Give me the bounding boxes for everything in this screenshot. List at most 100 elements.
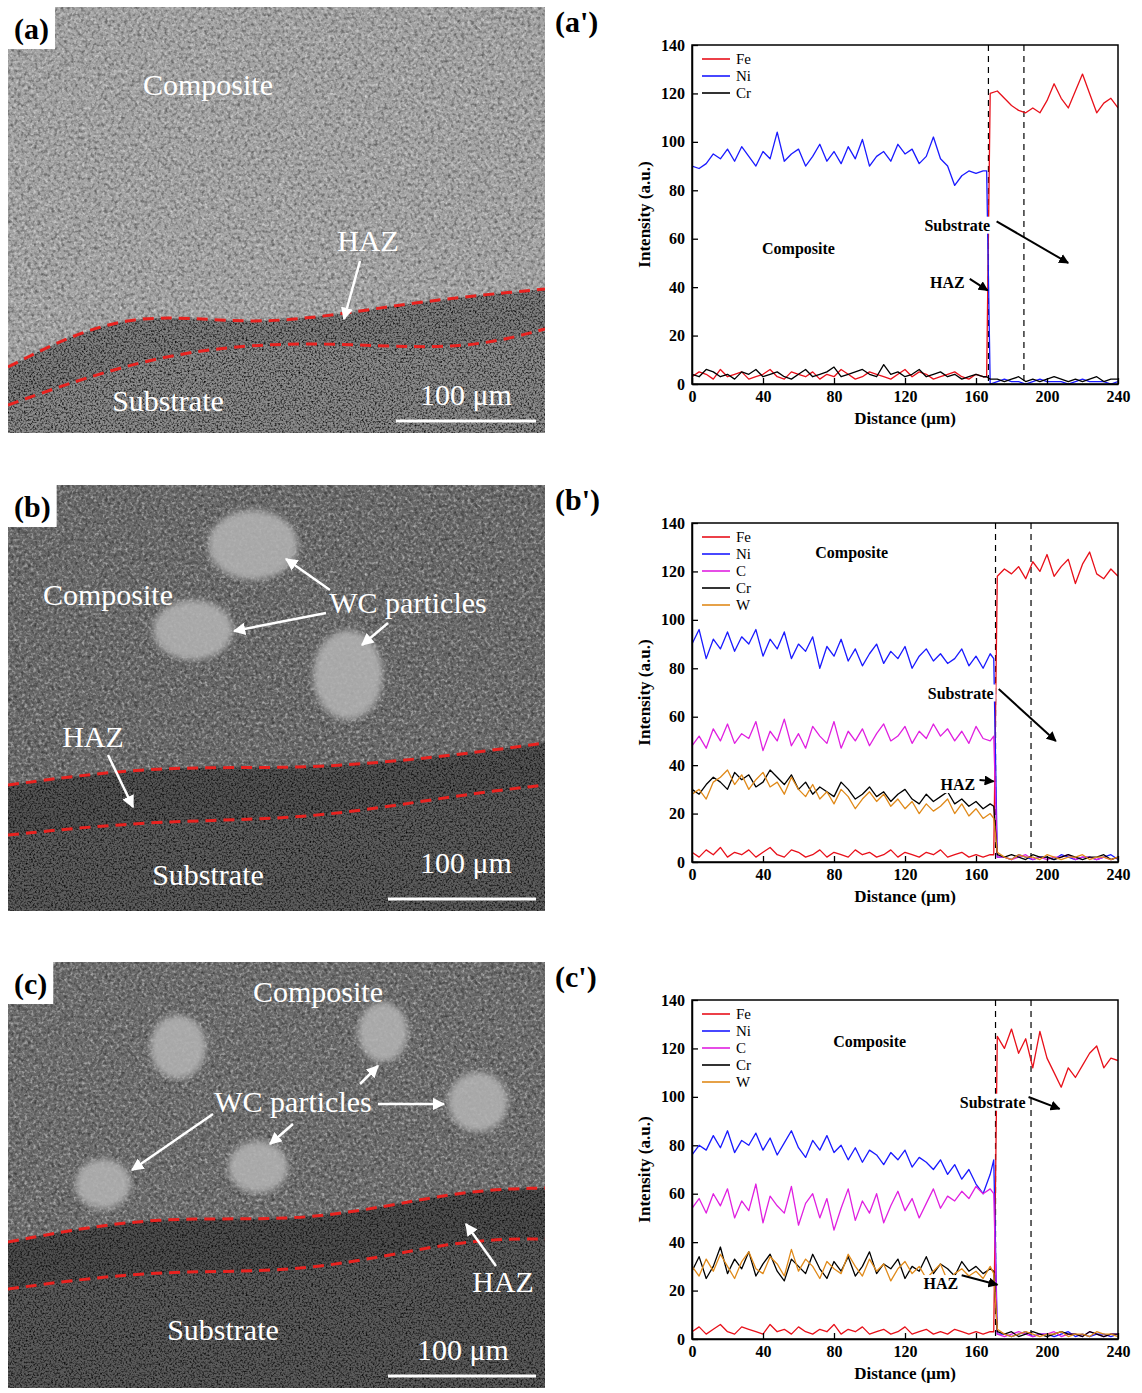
tick-label: 200 — [1036, 1343, 1060, 1360]
series-line — [692, 74, 1118, 379]
tick-label: 80 — [669, 660, 685, 677]
tick-label: 0 — [677, 854, 685, 871]
series-line — [692, 1029, 1118, 1334]
panel-label: (c') — [555, 960, 597, 994]
annotation: Composite — [762, 240, 835, 258]
tick: 240 — [1107, 378, 1131, 405]
annotation-arrow — [997, 221, 1069, 263]
tick-label: 40 — [756, 388, 772, 405]
tick: 0 — [677, 854, 698, 871]
tick: 240 — [1107, 1333, 1131, 1360]
tick-mark — [1047, 1333, 1048, 1339]
y-axis: 020406080100120140 — [661, 37, 698, 393]
scale-bar — [396, 420, 536, 423]
x-axis: 04080120160200240 — [689, 856, 1131, 883]
tick: 80 — [827, 856, 843, 883]
tick: 40 — [669, 1234, 698, 1251]
legend-label: Cr — [736, 85, 751, 101]
image-ground — [8, 962, 545, 1388]
tick: 80 — [669, 182, 698, 199]
image-texture — [8, 7, 545, 433]
legend-label: Ni — [736, 1023, 751, 1039]
tick-label: 0 — [677, 376, 685, 393]
tick-mark — [692, 1194, 698, 1195]
micrograph: CompositeWC particlesHAZSubstrate100 μm(… — [8, 962, 545, 1388]
tick: 0 — [677, 1331, 698, 1348]
tick-mark — [1118, 1333, 1119, 1339]
tick: 160 — [965, 856, 989, 883]
tick: 120 — [894, 856, 918, 883]
tick-mark — [692, 668, 698, 669]
plot-frame — [692, 45, 1118, 384]
tick-mark — [692, 862, 698, 863]
tick: 40 — [669, 757, 698, 774]
tick-label: 240 — [1107, 1343, 1131, 1360]
micrograph: CompositeHAZSubstrate100 μm(a) — [8, 7, 545, 433]
tick-mark — [1047, 856, 1048, 862]
tick: 160 — [965, 1333, 989, 1360]
legend-swatch — [702, 1064, 730, 1066]
legend-label: W — [736, 1074, 751, 1090]
y-axis: 020406080100120140 — [661, 992, 698, 1348]
wc-particle — [208, 510, 298, 580]
annotation-arrow — [999, 689, 1056, 741]
tick: 140 — [661, 37, 698, 54]
panel-label-box — [8, 962, 53, 1004]
legend-swatch — [702, 58, 730, 60]
tick-label: 80 — [827, 1343, 843, 1360]
arrow — [344, 261, 360, 319]
annotation: Composite — [833, 1033, 906, 1051]
tick-label: 120 — [894, 388, 918, 405]
legend-swatch — [702, 92, 730, 94]
tick-mark — [692, 93, 698, 94]
plot-area — [692, 523, 1118, 862]
y-axis: 020406080100120140 — [661, 515, 698, 871]
tick: 60 — [669, 708, 698, 725]
wc-particle — [313, 630, 383, 720]
annotation: HAZ — [924, 1275, 959, 1292]
tick-label: 100 — [661, 1088, 685, 1105]
scale-bar-label: 100 μm — [420, 846, 512, 879]
substrate-texture — [8, 743, 545, 911]
tick-label: 60 — [669, 230, 685, 247]
tick-label: 120 — [894, 1343, 918, 1360]
image-label: WC particles — [214, 1085, 371, 1118]
figure: CompositeHAZSubstrate100 μm(a)CompositeW… — [0, 0, 1142, 1393]
image-texture — [8, 962, 545, 1388]
legend: FeNiCCrW — [702, 529, 751, 613]
x-axis-title: Distance (μm) — [854, 887, 956, 906]
tick-label: 140 — [661, 37, 685, 54]
tick-mark — [692, 620, 698, 621]
tick-label: 20 — [669, 805, 685, 822]
panel-label: (b') — [555, 483, 600, 517]
chart: 04080120160200240020406080100120140Dista… — [555, 5, 1131, 428]
tick-mark — [692, 1000, 698, 1001]
series-line — [692, 630, 1118, 860]
legend-swatch — [702, 536, 730, 538]
legend: FeNiCr — [702, 51, 751, 101]
chart: 04080120160200240020406080100120140Dista… — [555, 960, 1131, 1383]
tick-label: 160 — [965, 388, 989, 405]
tick-label: 60 — [669, 708, 685, 725]
tick-label: 100 — [661, 133, 685, 150]
tick-label: 80 — [827, 866, 843, 883]
annotation: Substrate — [924, 217, 990, 234]
tick-mark — [692, 1145, 698, 1146]
tick: 80 — [669, 660, 698, 677]
tick-mark — [692, 523, 698, 524]
legend-swatch — [702, 75, 730, 77]
tick-mark — [834, 856, 835, 862]
tick-mark — [763, 1333, 764, 1339]
tick-mark — [905, 856, 906, 862]
wc-particle — [75, 1159, 131, 1209]
annotation: Composite — [815, 544, 888, 562]
image-texture — [8, 7, 545, 433]
tick-label: 0 — [689, 866, 697, 883]
annotation-patch — [928, 274, 967, 291]
tick-mark — [976, 1333, 977, 1339]
image-label: Composite — [43, 578, 173, 611]
legend-swatch — [702, 1047, 730, 1049]
series-line — [692, 552, 1118, 857]
plot-frame — [692, 523, 1118, 862]
tick: 20 — [669, 1282, 698, 1299]
